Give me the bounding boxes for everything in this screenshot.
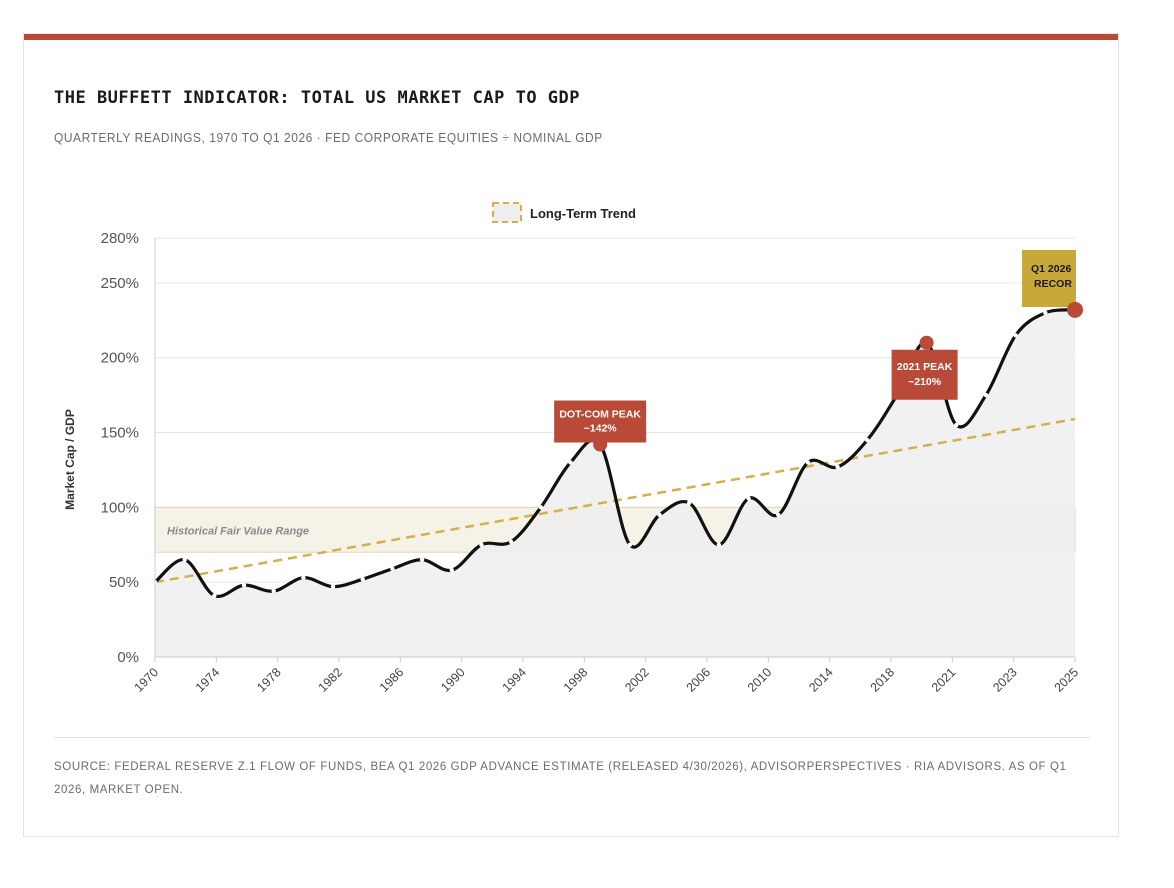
- data-point: [835, 464, 840, 470]
- legend-label-trend: Long-Term Trend: [530, 206, 636, 221]
- chart-subtitle: QUARTERLY READINGS, 1970 TO Q1 2026 · FE…: [54, 130, 603, 145]
- data-point: [301, 575, 306, 580]
- x-tick-label: 2014: [806, 665, 836, 695]
- data-point: [776, 512, 781, 518]
- y-axis-title: Market Cap / GDP: [63, 409, 77, 510]
- x-tick-label: 1974: [193, 665, 223, 695]
- data-point: [746, 496, 751, 501]
- y-tick-label: 50%: [109, 574, 139, 591]
- source-note: SOURCE: FEDERAL RESERVE Z.1 FLOW OF FUND…: [54, 761, 1067, 796]
- x-tick-label: 2023: [990, 665, 1020, 695]
- data-point: [390, 566, 395, 571]
- x-tick-label: 1982: [316, 665, 346, 695]
- x-tick-label: 2006: [684, 665, 714, 695]
- y-tick-label: 250%: [101, 275, 139, 292]
- x-tick-label: 2025: [1052, 665, 1082, 695]
- data-point: [657, 512, 662, 518]
- peak-2021-value: ~210%: [908, 376, 942, 388]
- series-area: [155, 309, 1075, 657]
- data-point: [212, 593, 217, 598]
- fair-value-band-label: Historical Fair Value Range: [167, 525, 309, 537]
- dotcom-peak-value: ~142%: [584, 423, 618, 435]
- record-badge: [1022, 250, 1076, 307]
- data-point: [182, 557, 187, 562]
- x-tick-label: 1990: [438, 665, 468, 695]
- x-tick-label: 1998: [561, 665, 591, 695]
- peak-2021-label: 2021 PEAK: [897, 361, 953, 373]
- data-point: [983, 392, 989, 398]
- record-marker: [1067, 301, 1083, 318]
- chart-title: THE BUFFETT INDICATOR: TOTAL US MARKET C…: [54, 88, 581, 108]
- y-tick-label: 280%: [101, 230, 139, 247]
- x-tick-label: 1970: [132, 665, 162, 695]
- accent-rule: [24, 34, 1118, 40]
- y-tick-label: 150%: [101, 425, 139, 442]
- x-tick-label: 2021: [929, 665, 959, 695]
- data-point: [1043, 310, 1048, 316]
- legend-layer: Long-Term Trend: [492, 202, 636, 223]
- dotcom-peak-badge: [554, 400, 647, 443]
- dotcom-peak-label: DOT-COM PEAK: [559, 409, 641, 421]
- x-tick-label: 2010: [745, 665, 775, 695]
- peak-2021-badge: [891, 349, 958, 400]
- data-point: [954, 422, 959, 428]
- data-point: [508, 539, 514, 544]
- peak-2021-marker: [919, 335, 934, 350]
- x-tick-label: 2002: [622, 665, 652, 695]
- area-layer: [155, 309, 1075, 657]
- x-tick-label: 1978: [254, 665, 284, 695]
- record-label: Q1 2026: [1031, 263, 1071, 275]
- data-point: [360, 576, 365, 582]
- legend-swatch-trend: [492, 202, 522, 223]
- source-divider: [54, 737, 1090, 738]
- y-tick-label: 200%: [101, 350, 139, 367]
- data-point: [686, 500, 692, 506]
- data-point: [538, 505, 544, 510]
- data-point: [1013, 333, 1018, 338]
- data-point: [568, 460, 573, 465]
- data-point: [241, 582, 247, 588]
- annotation-layer: DOT-COM PEAK ~142% 2021 PEAK ~210% Q1 2026 RE…: [554, 250, 1083, 452]
- data-point: [419, 557, 425, 562]
- data-point: [479, 542, 484, 547]
- x-tick-label: 1986: [377, 665, 407, 695]
- data-point: [865, 437, 870, 443]
- data-point: [805, 460, 811, 465]
- y-tick-label: 0%: [117, 649, 139, 666]
- data-point: [716, 542, 722, 547]
- x-tick-label: 2018: [868, 665, 898, 695]
- record-label-2: RECOR: [1034, 278, 1072, 290]
- x-tick-label: 1994: [500, 665, 530, 695]
- y-tick-label: 100%: [101, 499, 139, 516]
- data-point: [271, 588, 276, 594]
- data-point: [449, 568, 454, 573]
- data-point: [330, 584, 336, 589]
- data-point: [627, 542, 633, 547]
